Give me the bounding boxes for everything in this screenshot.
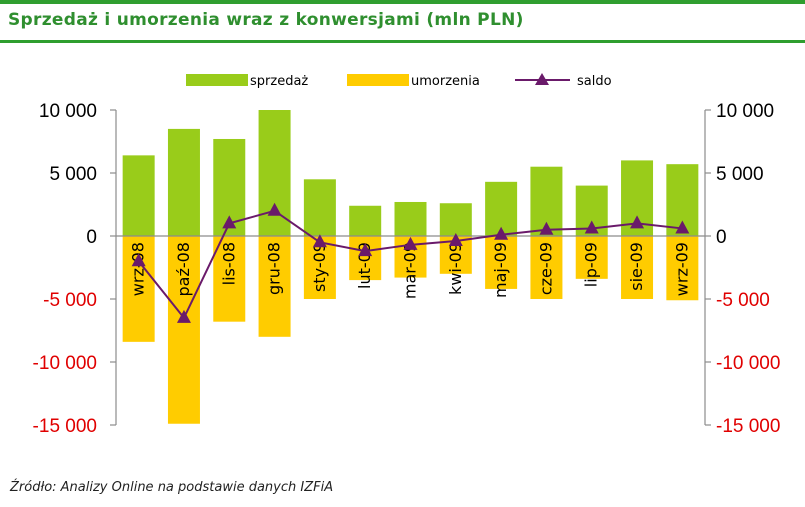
y-tick-label-right: -5 000 [716, 290, 770, 311]
legend-swatch-sprzedaz [186, 74, 248, 86]
saldo-marker [403, 236, 418, 250]
category-label: cze-09 [536, 242, 555, 295]
bar-umorzenia [258, 236, 291, 337]
saldo-marker [584, 220, 599, 234]
y-tick-label-right: -10 000 [716, 353, 780, 374]
bar-sprzedaz [258, 110, 291, 236]
saldo-marker [358, 243, 373, 257]
category-label: kwi-09 [446, 242, 465, 295]
saldo-marker [630, 215, 645, 229]
saldo-marker [675, 220, 690, 234]
category-label: maj-09 [491, 242, 510, 298]
category-label: sie-09 [627, 242, 646, 291]
category-label: gru-08 [265, 242, 284, 295]
bar-umorzenia [167, 236, 200, 424]
category-labels: wrz-08 paź-08 lis-08 gru-08 sty-09 lut-09 mar-… [129, 242, 692, 299]
axes-layer: 10 000 10 000 5 000 5 000 0 0 -5 000 -5 000 -10 … [33, 101, 781, 437]
legend-label-umorzenia: umorzenia [411, 74, 480, 89]
source-note: Źródło: Analizy Online na podstawie dany… [10, 480, 334, 495]
category-label: sty-09 [310, 242, 329, 292]
saldo-marker [222, 215, 237, 229]
y-tick-label-right: -15 000 [716, 416, 780, 437]
bar-sprzedaz [122, 155, 155, 236]
chart: sprzedaż umorzenia saldo 10 000 10 000 5 000… [33, 73, 781, 437]
title-rule-top [0, 0, 805, 4]
category-label: mar-09 [401, 242, 420, 299]
y-tick-label-left: -15 000 [33, 416, 97, 437]
y-tick-label-left: -5 000 [43, 290, 97, 311]
y-tick-label-left: 0 [86, 227, 97, 248]
bars-layer [122, 110, 699, 424]
legend-swatch-umorzenia [347, 74, 409, 86]
saldo-marker [131, 253, 146, 267]
bar-sprzedaz [167, 128, 200, 236]
saldo-marker [176, 309, 191, 323]
legend-marker-saldo [535, 73, 549, 85]
y-tick-label-left: 5 000 [49, 164, 97, 185]
category-label: lip-09 [582, 242, 601, 287]
saldo-marker [539, 221, 554, 235]
bar-umorzenia [485, 236, 518, 289]
title-bar: Sprzedaż i umorzenia wraz z konwersjami … [0, 0, 805, 44]
bar-umorzenia [621, 236, 654, 299]
bar-umorzenia [213, 236, 246, 322]
bar-sprzedaz [394, 201, 427, 236]
legend-label-saldo: saldo [577, 74, 612, 89]
y-tick-label-right: 0 [716, 227, 727, 248]
saldo-layer [131, 202, 690, 323]
bar-umorzenia [575, 236, 608, 279]
category-label: paź-08 [174, 242, 193, 297]
y-tick-label-right: 5 000 [716, 164, 764, 185]
y-tick-label-right: 10 000 [716, 101, 774, 122]
bar-umorzenia [666, 236, 699, 301]
saldo-marker [494, 226, 509, 240]
y-tick-label-left: 10 000 [39, 101, 97, 122]
category-label: wrz-09 [672, 242, 691, 296]
bar-sprzedaz [439, 203, 472, 236]
y-tick-label-left: -10 000 [33, 353, 97, 374]
legend-label-sprzedaz: sprzedaż [250, 74, 308, 89]
chart-title: Sprzedaż i umorzenia wraz z konwersjami … [8, 10, 524, 30]
bar-sprzedaz [303, 179, 336, 236]
title-rule-bottom [0, 40, 805, 43]
category-label: lis-08 [219, 242, 238, 285]
saldo-marker [267, 202, 282, 216]
bar-sprzedaz [349, 205, 382, 236]
legend: sprzedaż umorzenia saldo [186, 73, 612, 89]
bar-umorzenia [530, 236, 563, 299]
saldo-marker [448, 233, 463, 247]
category-label: wrz-08 [129, 242, 148, 296]
saldo-marker [312, 234, 327, 248]
